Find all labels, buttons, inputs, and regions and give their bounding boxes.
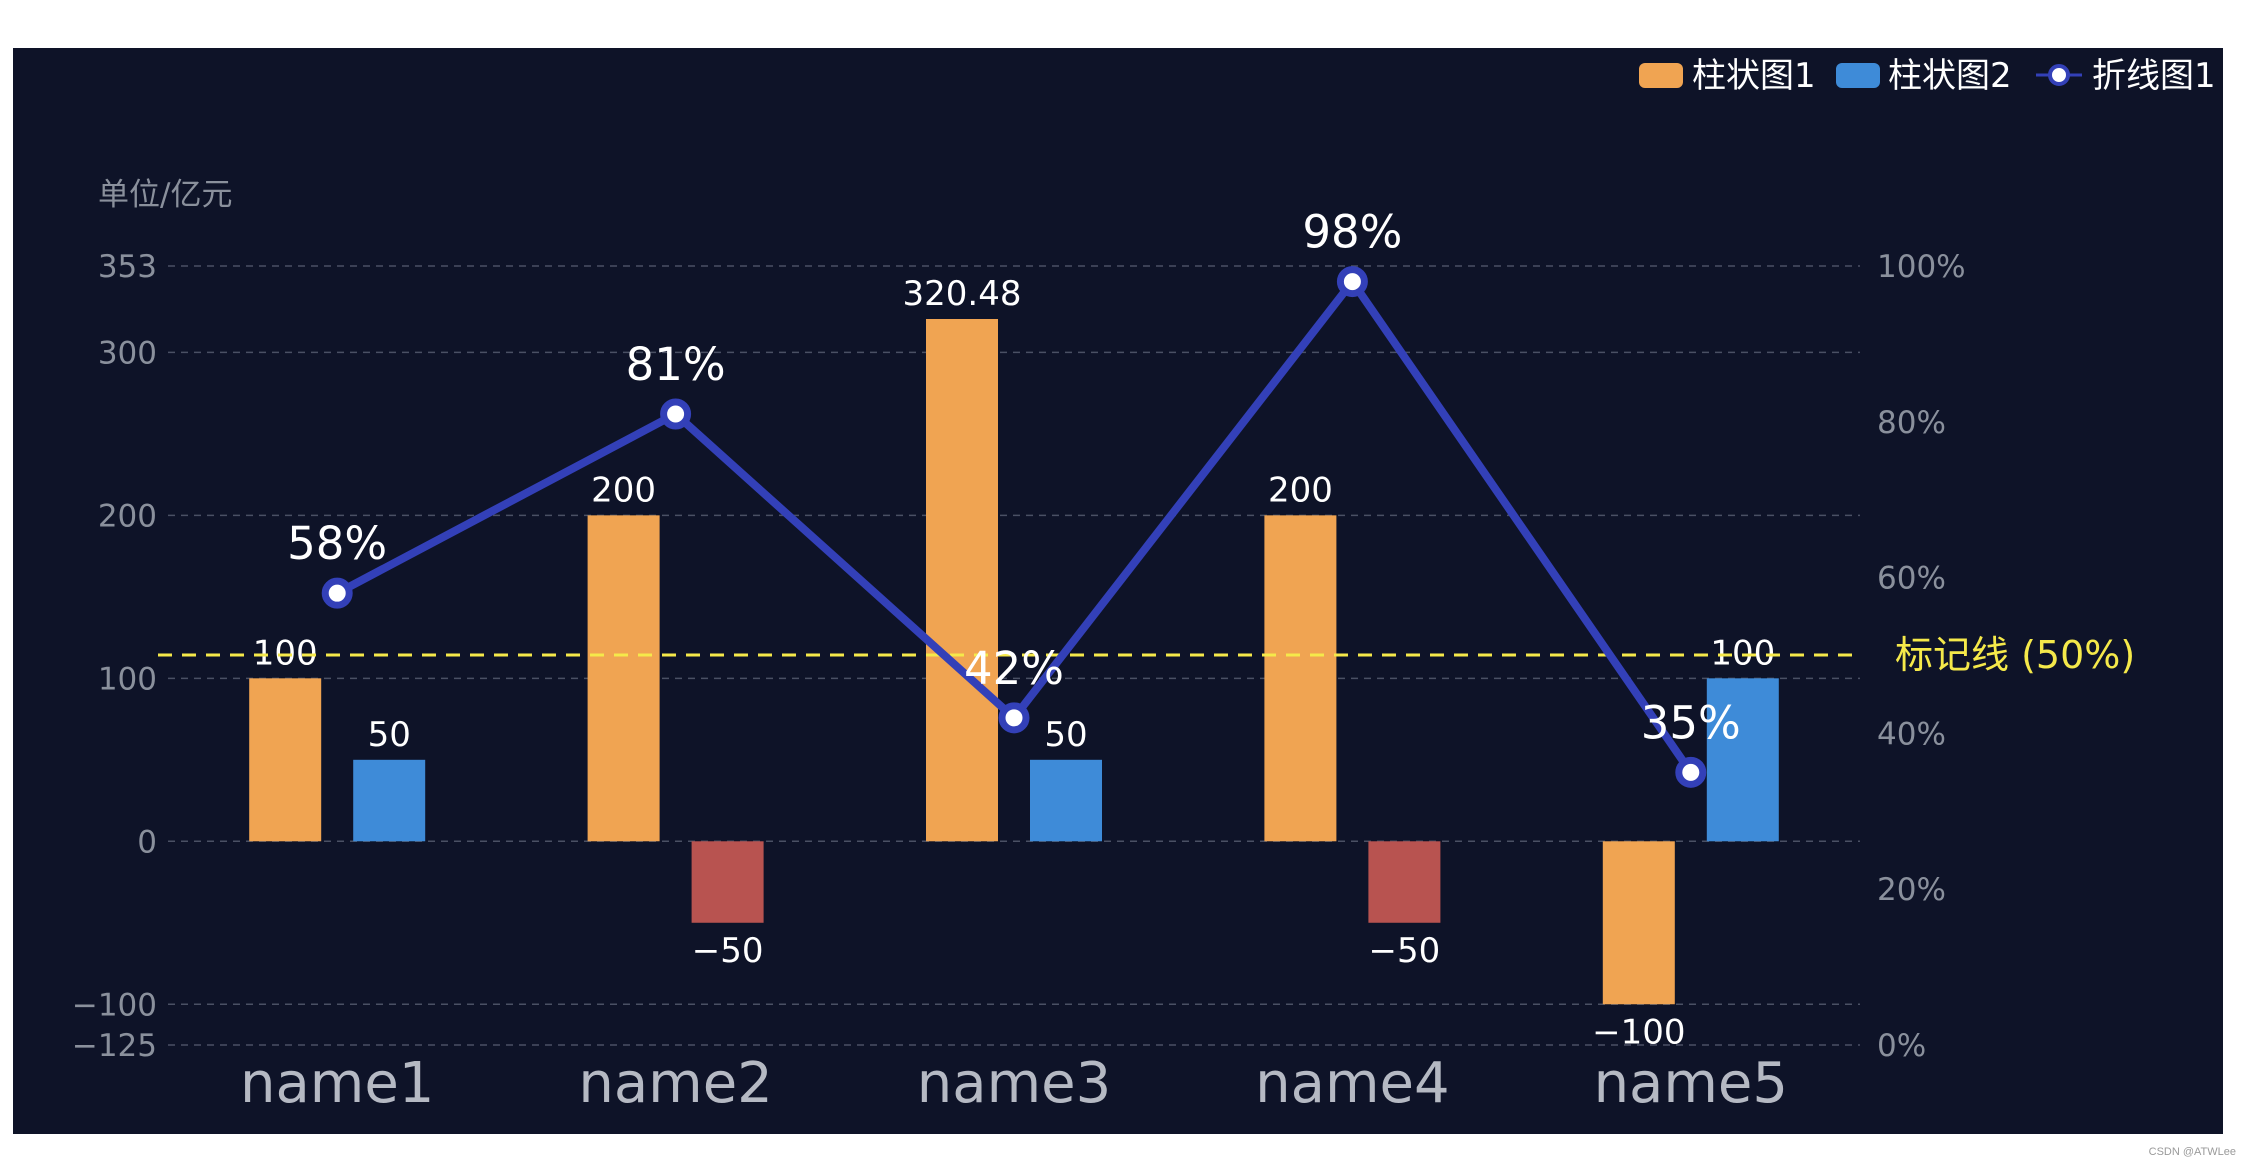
bar-value-label: 100 xyxy=(1710,633,1775,673)
right-tick-label: 40% xyxy=(1877,716,1946,752)
bar-2-name2[interactable] xyxy=(691,841,764,923)
line-point-name4[interactable] xyxy=(1336,266,1368,298)
bar-1-name5[interactable] xyxy=(1602,841,1675,1005)
left-tick-label: 300 xyxy=(98,335,157,371)
right-tick-label: 0% xyxy=(1877,1028,1926,1064)
line-point-name5[interactable] xyxy=(1675,756,1707,788)
bar-value-label: 50 xyxy=(368,715,411,755)
bar-value-label: −100 xyxy=(1592,1012,1685,1052)
line-value-label: 98% xyxy=(1302,206,1402,259)
legend-swatch-bar1 xyxy=(1639,63,1683,88)
right-tick-label: 60% xyxy=(1877,561,1946,597)
right-tick-label: 20% xyxy=(1877,872,1946,908)
bar-series xyxy=(249,318,1779,1005)
bar-1-name2[interactable] xyxy=(587,515,660,842)
bar-value-label: 50 xyxy=(1044,715,1087,755)
left-tick-label: 100 xyxy=(98,661,157,697)
mark-line: 标记线 (50%) xyxy=(158,633,2135,677)
legend-line-marker-icon xyxy=(2048,64,2070,86)
legend-label-bar1: 柱状图1 xyxy=(1692,56,1816,96)
legend-swatch-bar2 xyxy=(1836,63,1880,88)
line-point-name1[interactable] xyxy=(321,577,353,609)
x-axis-labels: name1 name2 name3 name4 name5 xyxy=(240,1051,1788,1116)
left-tick-label: 200 xyxy=(98,498,157,534)
x-category-label: name5 xyxy=(1594,1051,1788,1116)
line-value-label: 42% xyxy=(964,642,1064,695)
right-tick-label: 80% xyxy=(1877,405,1946,441)
bar-value-label: −50 xyxy=(692,931,764,971)
legend: 柱状图1 柱状图2 折线图1 xyxy=(1639,56,2216,96)
bar-1-name1[interactable] xyxy=(249,678,322,842)
line-series: 58% 81% 42% 98% 35% xyxy=(287,206,1741,788)
x-category-label: name2 xyxy=(578,1051,772,1116)
watermark: CSDN @ATWLee xyxy=(2148,1146,2236,1158)
line-point-name3[interactable] xyxy=(998,702,1030,734)
bar-2-name3[interactable] xyxy=(1030,759,1102,842)
line-value-label: 81% xyxy=(626,338,726,391)
x-category-label: name4 xyxy=(1255,1051,1449,1116)
line-point-name2[interactable] xyxy=(660,398,692,430)
left-tick-label: 0 xyxy=(137,824,157,860)
x-category-label: name3 xyxy=(917,1051,1111,1116)
bar-value-label: −50 xyxy=(1369,931,1441,971)
bar-data-labels: 100 200 320.48 200 −100 50 −50 50 −50 100 xyxy=(253,274,1776,1052)
bar-2-name4[interactable] xyxy=(1368,841,1441,923)
bar-2-name5[interactable] xyxy=(1706,678,1779,842)
legend-label-bar2: 柱状图2 xyxy=(1888,56,2012,96)
legend-label-line1: 折线图1 xyxy=(2092,56,2216,96)
right-y-axis: 100% 80% 60% 40% 20% 0% xyxy=(1877,249,1966,1064)
line-value-label: 58% xyxy=(287,517,387,570)
bar-value-label: 200 xyxy=(1268,470,1333,510)
bar-value-label: 200 xyxy=(591,470,656,510)
legend-item-line1[interactable]: 折线图1 xyxy=(2036,56,2216,96)
left-axis-unit-label: 单位/亿元 xyxy=(98,177,232,213)
chart-background xyxy=(13,48,2223,1134)
left-tick-label: −100 xyxy=(72,987,157,1023)
left-y-axis: 单位/亿元 353 300 200 100 0 −100 −125 xyxy=(72,177,233,1064)
x-category-label: name1 xyxy=(240,1051,434,1116)
bar-value-label: 320.48 xyxy=(903,274,1022,314)
bar-1-name3[interactable] xyxy=(926,318,998,842)
left-tick-label: 353 xyxy=(98,249,157,285)
left-tick-label: −125 xyxy=(72,1028,157,1064)
line-value-label: 35% xyxy=(1641,696,1741,749)
bar-2-name1[interactable] xyxy=(353,759,426,842)
mark-line-label: 标记线 (50%) xyxy=(1895,633,2135,677)
bar-1-name4[interactable] xyxy=(1264,515,1337,842)
grid-lines xyxy=(168,265,1860,1046)
right-tick-label: 100% xyxy=(1877,249,1966,285)
legend-item-bar2[interactable]: 柱状图2 xyxy=(1836,56,2012,96)
legend-item-bar1[interactable]: 柱状图1 xyxy=(1639,56,1816,96)
bar-value-label: 100 xyxy=(253,633,318,673)
